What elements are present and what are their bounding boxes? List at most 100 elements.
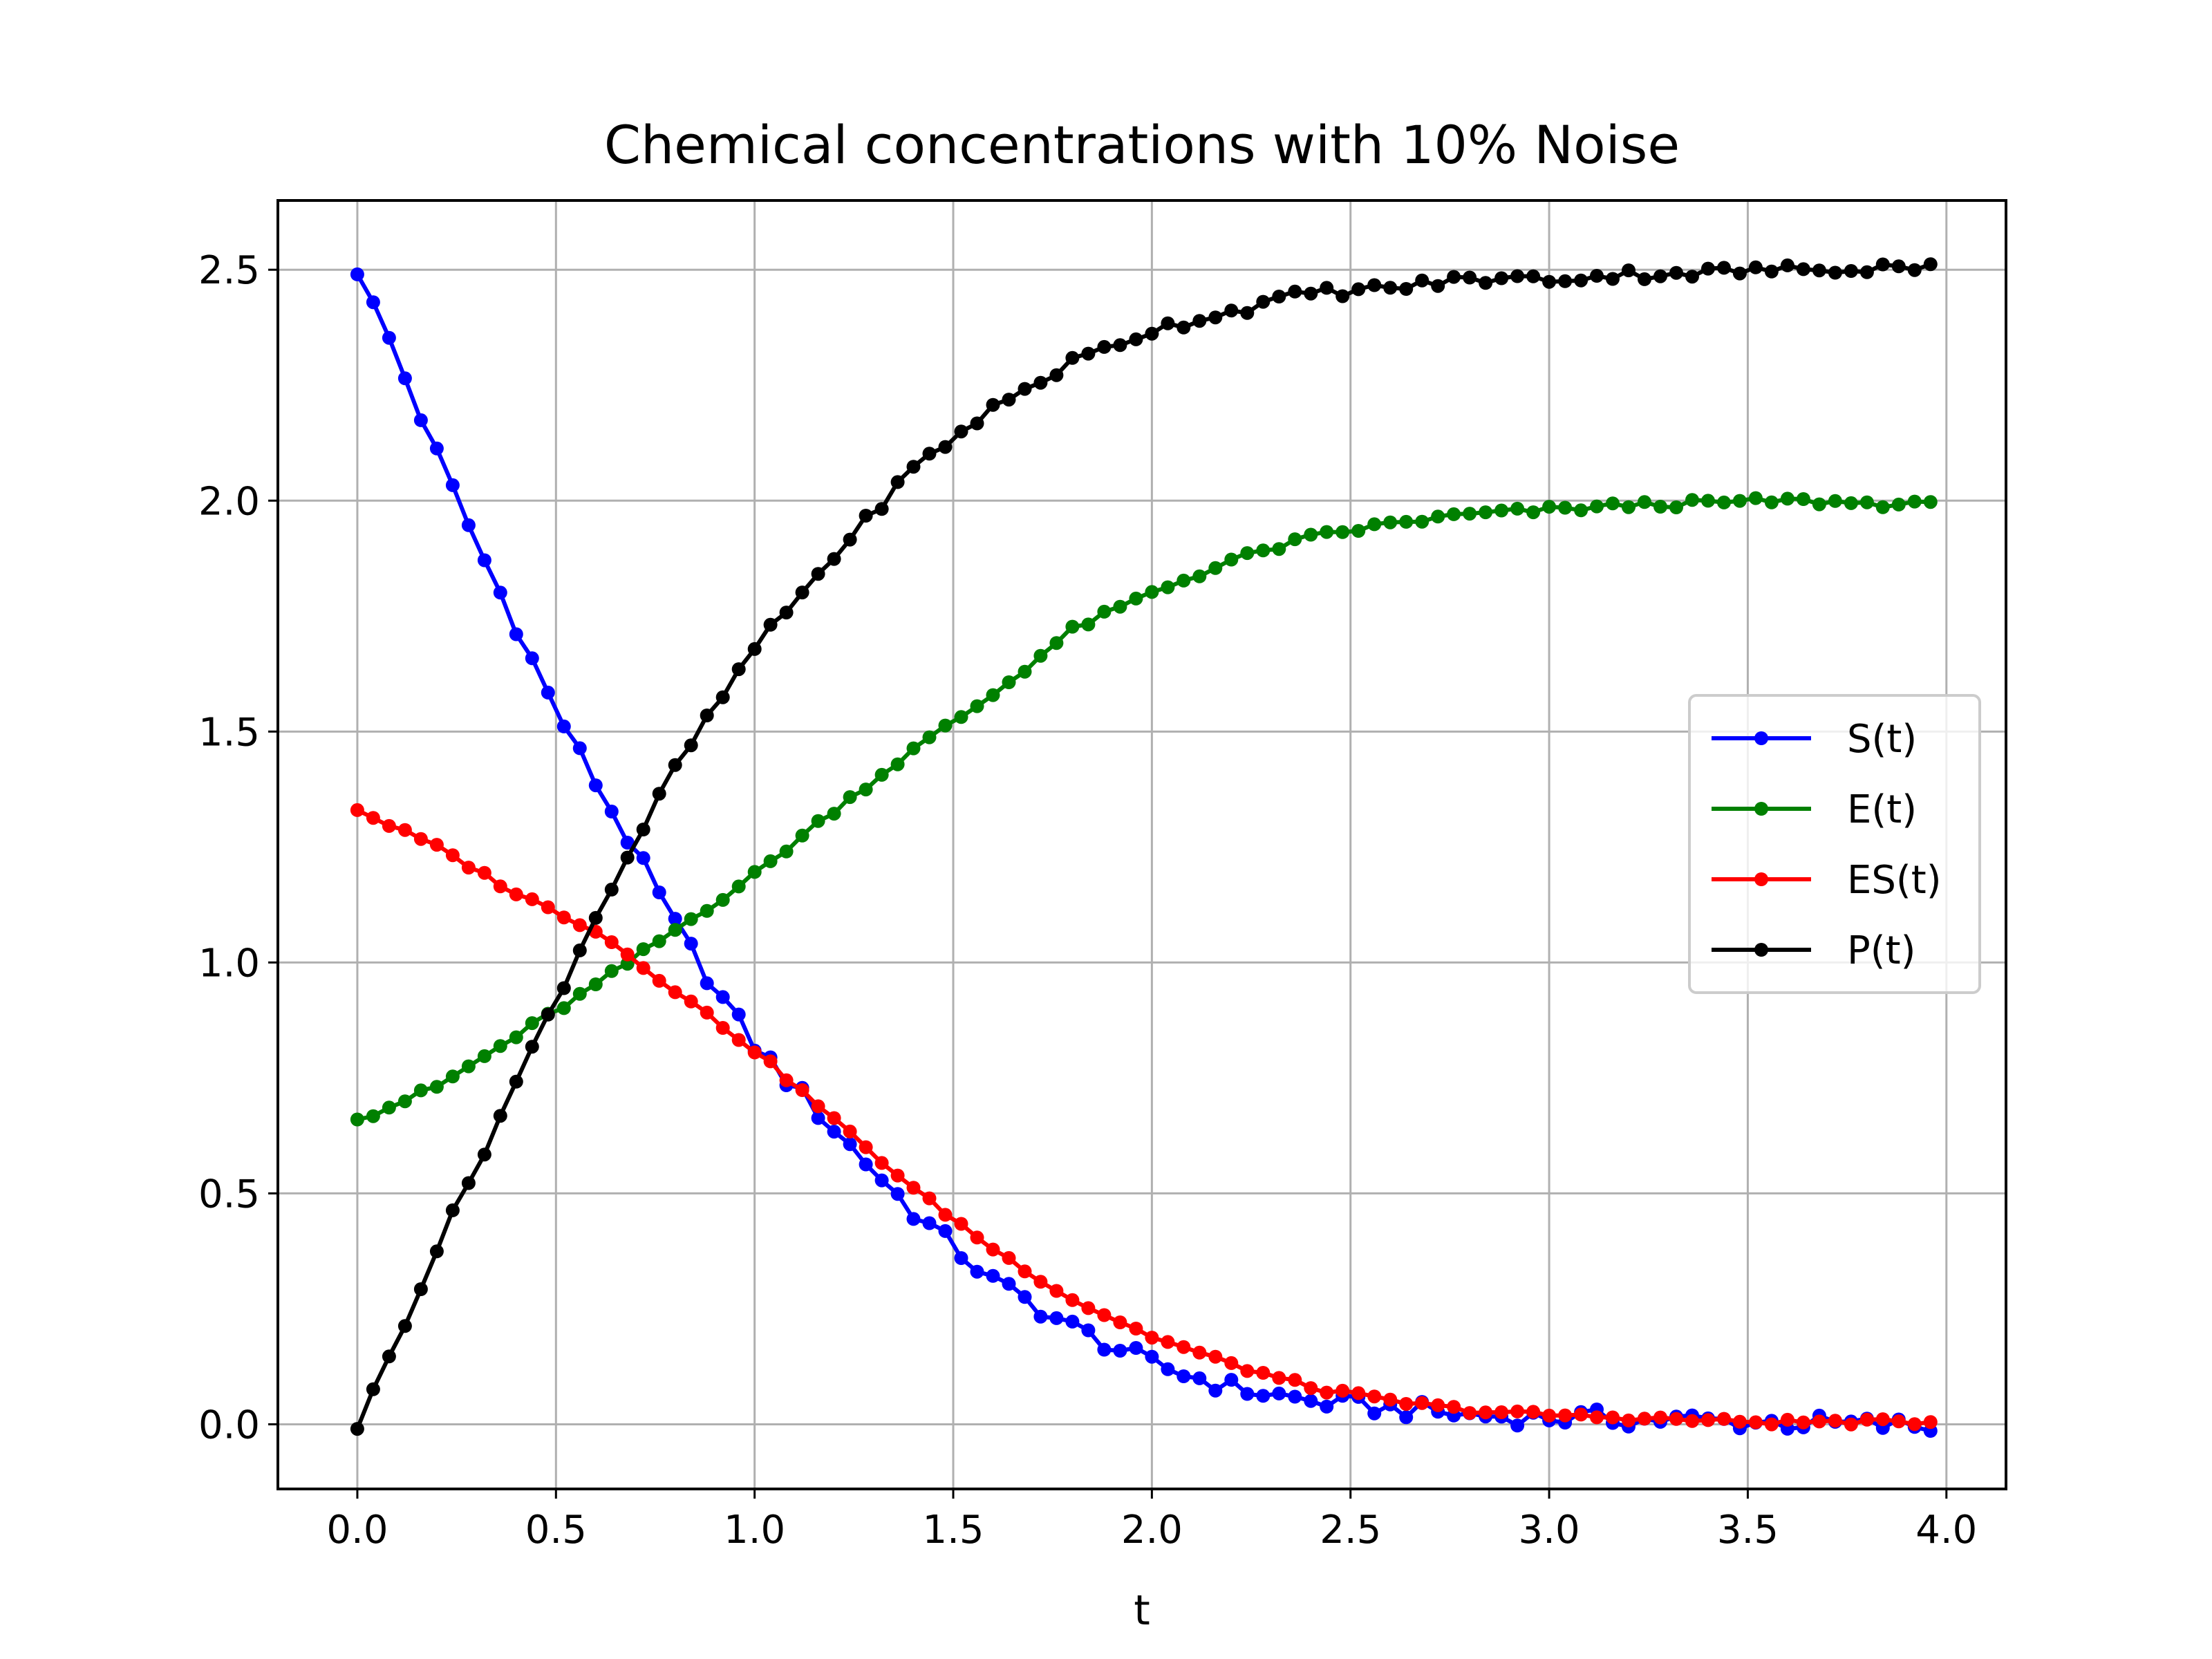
data-point	[1923, 495, 1938, 509]
data-point	[1558, 274, 1573, 288]
data-point	[1622, 1413, 1635, 1427]
data-point	[1780, 258, 1794, 272]
data-point	[890, 757, 905, 771]
data-point	[1542, 1408, 1557, 1423]
data-point	[1065, 619, 1080, 634]
data-point	[1606, 1410, 1620, 1425]
data-point	[1177, 573, 1191, 588]
data-point	[1224, 1373, 1239, 1387]
series-et	[350, 491, 1938, 1127]
data-point	[1685, 270, 1699, 284]
data-point	[1304, 527, 1318, 542]
data-point	[493, 1109, 507, 1123]
x-tick-label: 0.0	[326, 1508, 388, 1553]
data-point	[731, 662, 746, 677]
data-point	[509, 1074, 523, 1089]
data-point	[1240, 1364, 1255, 1378]
data-point	[859, 1157, 873, 1172]
data-point	[1526, 505, 1541, 520]
data-point	[525, 1016, 539, 1031]
data-point	[477, 1049, 491, 1063]
data-point	[366, 1382, 380, 1396]
data-point	[1335, 289, 1350, 303]
data-point	[1732, 266, 1747, 281]
data-point	[636, 961, 650, 975]
data-point	[1923, 257, 1938, 272]
data-point	[1224, 1356, 1239, 1370]
data-point	[493, 879, 507, 894]
data-point	[1081, 346, 1096, 361]
data-point	[1113, 599, 1127, 614]
data-point	[684, 912, 698, 926]
data-point	[1447, 507, 1461, 521]
data-point	[1463, 507, 1477, 521]
data-point	[1431, 509, 1445, 524]
data-point	[747, 1045, 762, 1060]
data-point	[1145, 1349, 1159, 1364]
legend-label: ES(t)	[1847, 858, 1942, 903]
data-point	[843, 790, 857, 805]
data-point	[954, 424, 968, 439]
data-point	[541, 900, 555, 915]
data-point	[1669, 500, 1683, 514]
data-point	[1002, 393, 1016, 407]
data-point	[715, 990, 730, 1004]
data-point	[668, 758, 682, 772]
data-point	[1065, 1314, 1080, 1329]
plot-series	[350, 257, 1938, 1438]
data-point	[1288, 284, 1302, 299]
data-point	[1701, 261, 1715, 276]
data-point	[1812, 497, 1826, 512]
data-point	[413, 832, 428, 846]
data-point	[1304, 286, 1318, 301]
data-point	[604, 964, 619, 978]
data-point	[874, 1173, 889, 1188]
data-point	[1638, 1412, 1651, 1426]
data-point	[1526, 1405, 1541, 1419]
data-point	[1335, 1383, 1350, 1398]
data-point	[906, 1212, 921, 1226]
data-point	[477, 553, 491, 568]
data-point	[350, 1112, 364, 1127]
data-point	[1097, 604, 1112, 619]
data-point	[1081, 1323, 1096, 1338]
data-point	[1335, 525, 1350, 539]
data-point	[811, 567, 825, 581]
data-point	[1542, 500, 1557, 514]
data-point	[922, 447, 937, 461]
data-point	[1304, 1381, 1318, 1396]
data-point	[1606, 272, 1620, 286]
data-point	[461, 861, 476, 875]
data-point	[1177, 1340, 1191, 1354]
data-point	[1399, 514, 1414, 529]
y-tick-label: 0.5	[198, 1172, 260, 1217]
data-point	[493, 1039, 507, 1053]
data-point	[1256, 1366, 1271, 1380]
data-point	[1669, 265, 1683, 280]
data-point	[1415, 514, 1430, 529]
data-point	[461, 518, 476, 532]
data-point	[1033, 375, 1048, 390]
x-tick-label: 4.0	[1915, 1508, 1977, 1553]
data-point	[1367, 1389, 1382, 1404]
data-point	[779, 1073, 794, 1087]
data-point	[604, 935, 619, 949]
data-point	[525, 651, 539, 666]
data-point	[954, 710, 968, 724]
data-point	[843, 1124, 857, 1138]
data-point	[652, 787, 666, 801]
data-point	[1622, 263, 1635, 278]
data-point	[1780, 1412, 1794, 1427]
data-point	[938, 1224, 953, 1238]
data-point	[1590, 269, 1604, 283]
data-point	[1907, 263, 1922, 277]
data-point	[1669, 1412, 1683, 1426]
data-point	[1081, 617, 1096, 632]
data-point	[1859, 265, 1874, 279]
x-tick-label: 0.5	[525, 1508, 587, 1553]
data-point	[779, 844, 794, 859]
data-point	[1447, 1400, 1461, 1414]
data-point	[1923, 1415, 1938, 1430]
data-point	[1129, 1322, 1143, 1335]
data-point	[1542, 274, 1557, 289]
